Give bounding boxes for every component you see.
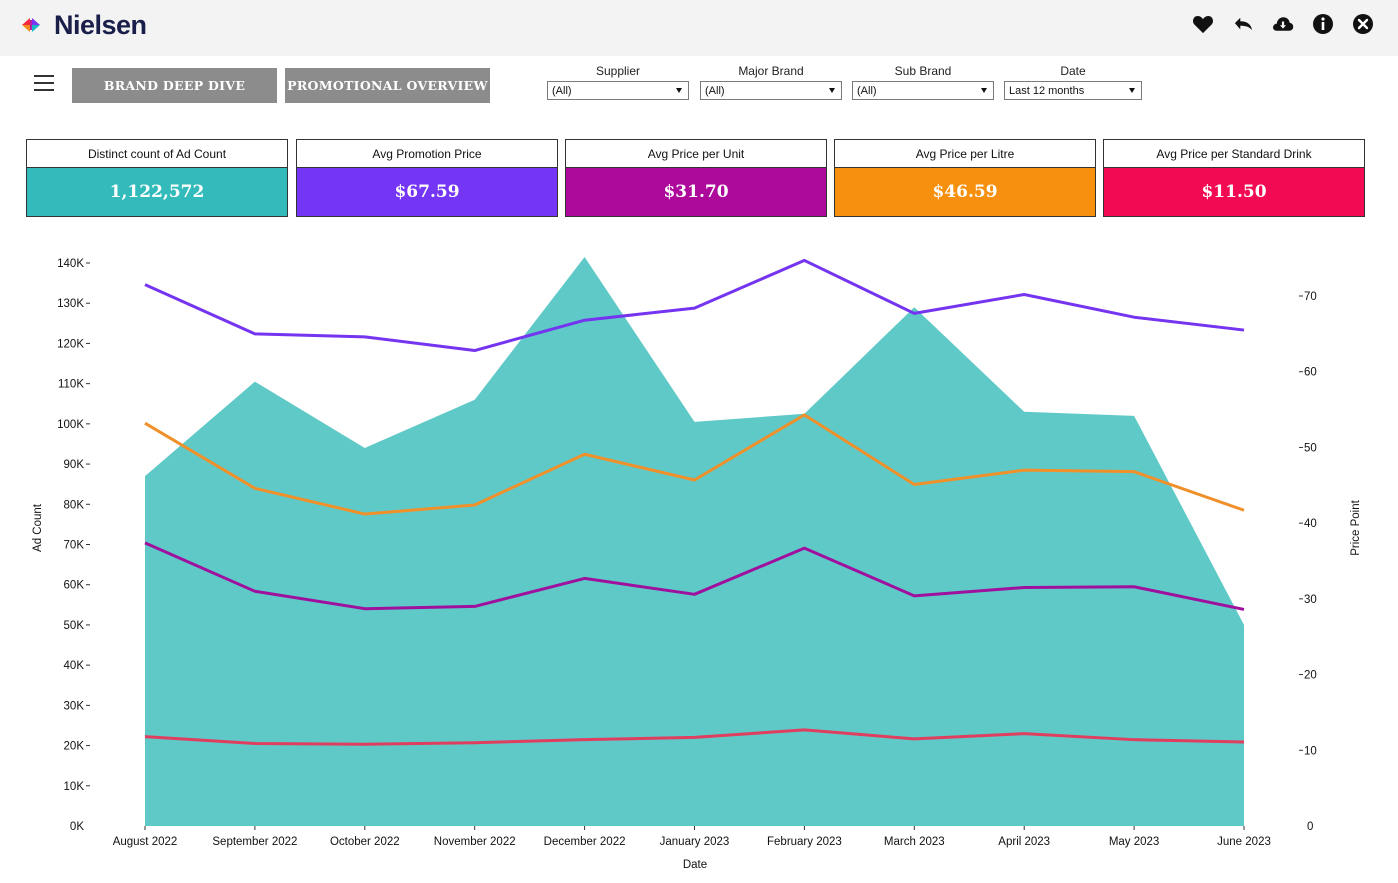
y-left-tick-label: 80K <box>64 499 85 511</box>
y-left-tick-label: 90K <box>64 459 85 471</box>
y-right-tick-label: 50 <box>1304 442 1317 454</box>
y-right-tick-label: 60 <box>1304 367 1317 379</box>
ad-count-area <box>145 256 1244 826</box>
kpi-title: Avg Price per Litre <box>835 140 1095 168</box>
x-tick-label: November 2022 <box>434 836 516 848</box>
x-tick-label: January 2023 <box>660 836 730 848</box>
heart-icon[interactable] <box>1192 13 1214 35</box>
x-tick-label: April 2023 <box>998 836 1050 848</box>
y-left-tick-label: 10K <box>64 781 85 793</box>
kpi-card-avg-price-per-litre: Avg Price per Litre $46.59 <box>834 139 1096 217</box>
date-filter: Date Last 12 months <box>1004 64 1142 100</box>
y-left-tick-label: 60K <box>64 580 85 592</box>
kpi-value: $31.70 <box>566 168 826 216</box>
major-brand-filter-label: Major Brand <box>738 64 804 78</box>
x-tick-label: February 2023 <box>767 836 842 848</box>
major-brand-select-value: (All) <box>705 84 725 97</box>
date-filter-label: Date <box>1060 64 1086 78</box>
hamburger-menu-icon[interactable] <box>34 75 54 91</box>
kpi-card-avg-price-per-unit: Avg Price per Unit $31.70 <box>565 139 827 217</box>
kpi-value: 1,122,572 <box>27 168 287 216</box>
nielsen-logo-mark-icon <box>22 18 40 32</box>
y-left-tick-label: 50K <box>64 620 85 632</box>
promotional-overview-button[interactable]: PROMOTIONAL OVERVIEW <box>285 68 490 103</box>
kpi-card-avg-price-per-standard-drink: Avg Price per Standard Drink $11.50 <box>1103 139 1365 217</box>
logo-text: Nielsen <box>54 9 147 40</box>
y-right-tick-label: 10 <box>1304 745 1317 757</box>
x-tick-label: March 2023 <box>884 836 945 848</box>
supplier-select[interactable]: (All) <box>547 81 689 100</box>
major-brand-select[interactable]: (All) <box>700 81 842 100</box>
cloud-download-icon[interactable] <box>1272 13 1294 35</box>
y-axis-left-title: Ad Count <box>32 503 44 552</box>
kpi-title: Distinct count of Ad Count <box>27 140 287 168</box>
y-left-tick-label: 0K <box>70 821 84 833</box>
price-series-line-1 <box>144 258 1245 353</box>
date-select-value: Last 12 months <box>1009 84 1085 97</box>
x-tick-label: May 2023 <box>1109 836 1160 848</box>
chevron-down-icon <box>981 88 987 93</box>
close-icon[interactable] <box>1352 13 1374 35</box>
kpi-card-avg-promotion-price: Avg Promotion Price $67.59 <box>296 139 558 217</box>
ad-count-price-chart: 0K 10K 20K 30K 40K 50K 60K 70K 80K 90K 100K 110K 120… <box>32 256 1362 871</box>
brand-deep-dive-button[interactable]: BRAND DEEP DIVE <box>72 68 277 103</box>
y-left-tick-label: 100K <box>57 419 84 431</box>
sub-brand-select[interactable]: (All) <box>852 81 994 100</box>
kpi-value: $67.59 <box>297 168 557 216</box>
major-brand-filter: Major Brand (All) <box>700 64 842 100</box>
sub-brand-filter: Sub Brand (All) <box>852 64 994 100</box>
top-bar: Nielsen <box>0 0 1398 56</box>
y-left-tick-label: 120K <box>57 338 84 350</box>
date-select[interactable]: Last 12 months <box>1004 81 1142 100</box>
chevron-down-icon <box>829 88 835 93</box>
y-right-tick-label: 0 <box>1307 821 1313 833</box>
y-left-tick-label: 130K <box>57 298 84 310</box>
x-tick-label: December 2022 <box>544 836 626 848</box>
y-axis-right-title: Price Point <box>1350 499 1362 555</box>
supplier-filter: Supplier (All) <box>547 64 689 100</box>
x-tick-label: October 2022 <box>330 836 400 848</box>
kpi-title: Avg Promotion Price <box>297 140 557 168</box>
info-icon[interactable] <box>1312 13 1334 35</box>
kpi-title: Avg Price per Unit <box>566 140 826 168</box>
chevron-down-icon <box>1129 88 1135 93</box>
y-right-tick-label: 40 <box>1304 518 1317 530</box>
y-right-tick-label: 20 <box>1304 670 1317 682</box>
kpi-value: $46.59 <box>835 168 1095 216</box>
x-tick-label: August 2022 <box>113 836 178 848</box>
y-right-tick-label: 30 <box>1304 594 1317 606</box>
x-axis-title: Date <box>683 859 707 871</box>
sub-brand-select-value: (All) <box>857 84 877 97</box>
chevron-down-icon <box>676 88 682 93</box>
y-left-tick-label: 30K <box>64 700 85 712</box>
supplier-select-value: (All) <box>552 84 572 97</box>
x-tick-label: September 2022 <box>212 836 297 848</box>
y-left-tick-label: 110K <box>58 379 84 391</box>
kpi-title: Avg Price per Standard Drink <box>1104 140 1364 168</box>
kpi-value: $11.50 <box>1104 168 1364 216</box>
x-tick-label: June 2023 <box>1217 836 1271 848</box>
supplier-filter-label: Supplier <box>595 64 641 78</box>
kpi-card-ad-count: Distinct count of Ad Count 1,122,572 <box>26 139 288 217</box>
nielsen-logo: Nielsen <box>14 10 147 40</box>
y-left-tick-label: 70K <box>64 540 85 552</box>
y-left-tick-label: 140K <box>57 258 84 270</box>
y-right-tick-label: 70 <box>1304 291 1317 303</box>
y-left-tick-label: 40K <box>64 660 85 672</box>
sub-brand-filter-label: Sub Brand <box>894 64 952 78</box>
y-left-tick-label: 20K <box>64 741 85 753</box>
undo-icon[interactable] <box>1232 13 1254 35</box>
